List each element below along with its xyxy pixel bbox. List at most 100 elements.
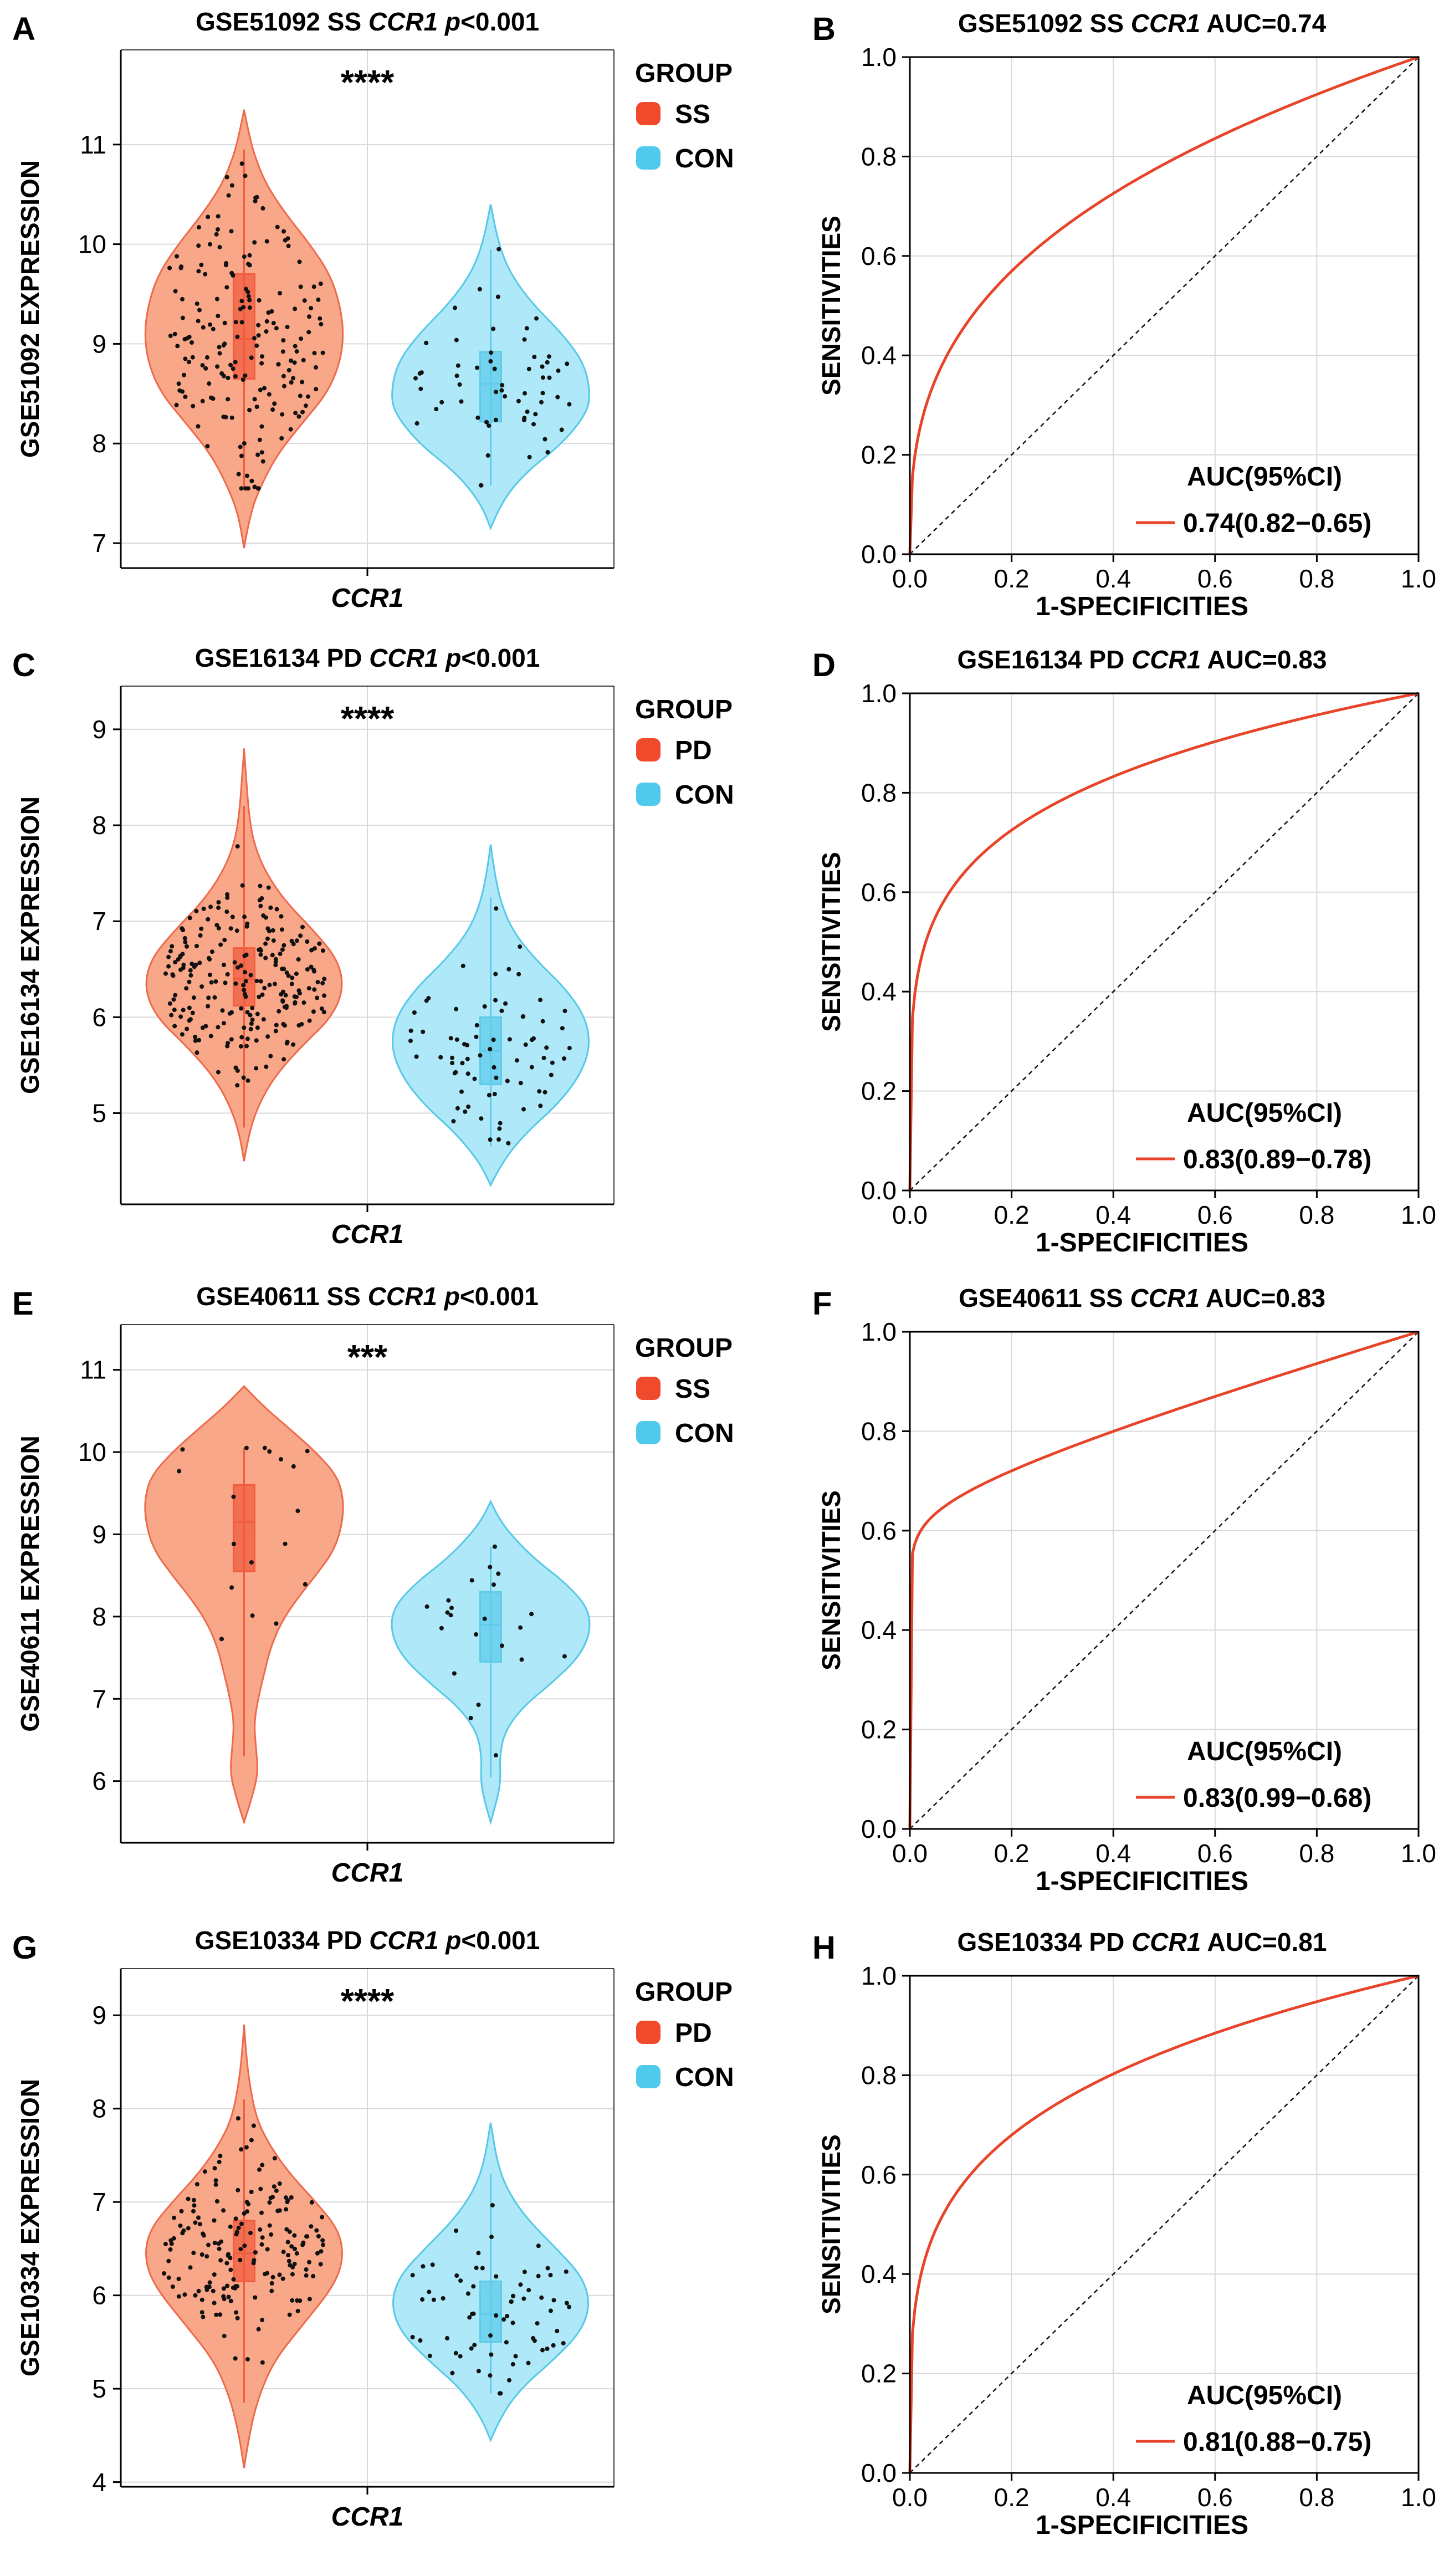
data-point [545, 450, 550, 454]
data-point [178, 967, 183, 972]
data-point [224, 285, 229, 290]
data-point [210, 949, 214, 954]
data-point [511, 2293, 515, 2298]
data-point [538, 1103, 543, 1108]
data-point [285, 325, 290, 329]
data-point [228, 2256, 233, 2261]
legend-swatch-case [636, 102, 661, 125]
data-point [491, 1037, 496, 1042]
data-point [172, 1024, 177, 1029]
data-point [458, 2354, 463, 2359]
data-point [493, 998, 498, 1003]
data-point [236, 472, 241, 477]
data-point [207, 2284, 212, 2289]
data-point [458, 2278, 463, 2283]
data-point [228, 926, 233, 931]
x-tick-label: 0.8 [1299, 564, 1334, 593]
data-point [410, 2273, 415, 2278]
data-point [281, 338, 286, 343]
data-point [296, 414, 301, 419]
data-point [299, 336, 304, 341]
data-point [229, 1037, 234, 1042]
data-point [293, 411, 298, 416]
data-point [287, 2312, 292, 2317]
data-point [229, 229, 234, 234]
data-point [276, 362, 281, 367]
data-point [187, 1005, 192, 1010]
data-point [211, 326, 216, 331]
data-point [319, 1006, 324, 1011]
violin-panel-g: 4 5 6 7 8 9 GSE10334 PD CCR1 p<0.001 G **** GSE10… [12, 1926, 734, 2532]
data-point [201, 2233, 206, 2238]
data-point [241, 1075, 246, 1080]
data-point [169, 2241, 174, 2246]
data-point [294, 995, 299, 999]
data-point [446, 1598, 451, 1603]
x-axis-label: CCR1 [331, 1220, 404, 1249]
data-point [166, 964, 171, 969]
data-point [562, 1654, 567, 1659]
data-point [309, 948, 314, 953]
data-point [192, 2203, 197, 2208]
data-point [205, 355, 209, 360]
data-point [206, 995, 211, 1000]
data-point [170, 972, 175, 977]
data-point [224, 261, 229, 265]
box-case [233, 1484, 255, 1572]
data-point [218, 2258, 223, 2263]
data-point [460, 1061, 465, 1066]
data-point [235, 965, 240, 970]
data-point [488, 2373, 493, 2378]
data-point [199, 984, 204, 989]
data-point [277, 2272, 282, 2277]
legend-label-case: SS [675, 1374, 710, 1404]
data-point [191, 2251, 196, 2256]
x-tick-label: 0.2 [994, 1839, 1030, 1868]
data-point [265, 1034, 270, 1039]
data-point [540, 1019, 545, 1024]
data-point [451, 1119, 456, 1124]
data-point [267, 392, 272, 397]
x-tick-label: 0.8 [1299, 2483, 1334, 2512]
data-point [523, 391, 527, 396]
data-point [281, 1021, 286, 1026]
data-point [414, 1054, 419, 1059]
data-point [306, 330, 311, 335]
data-point [184, 986, 189, 991]
data-point [291, 376, 296, 381]
data-point [182, 2292, 187, 2297]
y-axis-label: GSE16134 EXPRESSION [16, 796, 44, 1094]
data-point [545, 2347, 550, 2351]
data-point [516, 972, 521, 977]
data-point [316, 297, 321, 302]
data-point [217, 2159, 222, 2164]
data-point [180, 1447, 185, 1452]
data-point [296, 1023, 301, 1028]
x-tick-label: 0.8 [1299, 1200, 1334, 1229]
violin-title: GSE40611 SS CCR1 p<0.001 [196, 1282, 539, 1311]
data-point [265, 936, 270, 941]
data-point [224, 2261, 229, 2266]
data-point [233, 374, 238, 379]
violin-title: GSE10334 PD CCR1 p<0.001 [195, 1926, 540, 1955]
data-point [476, 2251, 481, 2256]
data-point [286, 368, 291, 372]
x-axis-label: CCR1 [331, 2502, 404, 2532]
box-control [479, 2280, 502, 2343]
data-point [243, 373, 248, 378]
data-point [478, 1053, 483, 1058]
data-point [180, 1032, 185, 1037]
data-point [243, 979, 248, 984]
data-point [183, 939, 188, 944]
data-point [213, 2182, 218, 2187]
data-point [266, 310, 271, 315]
data-point [188, 968, 193, 973]
data-point [233, 2216, 238, 2221]
roc-legend-label: 0.74(0.82−0.65) [1183, 509, 1371, 538]
data-point [438, 1055, 443, 1060]
data-point [551, 2298, 556, 2303]
data-point [263, 955, 268, 960]
data-point [254, 405, 259, 409]
data-point [233, 2356, 238, 2361]
data-point [526, 366, 531, 371]
